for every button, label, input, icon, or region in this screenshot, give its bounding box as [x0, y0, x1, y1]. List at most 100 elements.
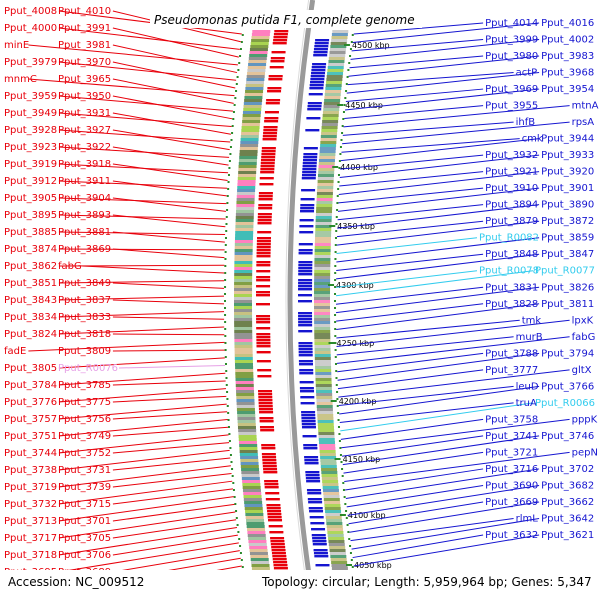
guide-dot — [235, 83, 238, 85]
left-strand-feature — [256, 351, 271, 354]
guide-dot — [336, 195, 339, 197]
left-gene-label: Pput_3732 — [4, 499, 57, 510]
right-connector — [338, 187, 484, 204]
feature-band — [315, 372, 332, 375]
right-gene-label: Pput_4016 — [541, 18, 594, 29]
left-gene-label: Pput_3738 — [4, 465, 57, 476]
feature-band — [319, 450, 336, 453]
right-connector — [350, 39, 540, 60]
guide-dot — [239, 545, 242, 547]
genome-backbone — [285, 0, 316, 600]
feature-band — [316, 192, 333, 195]
feature-band — [243, 105, 262, 108]
right-strand-feature — [308, 501, 323, 504]
feature-band — [316, 399, 333, 402]
feature-band — [241, 477, 260, 480]
right-connector — [350, 517, 514, 542]
feature-band — [234, 282, 253, 285]
right-connector — [351, 517, 540, 550]
guide-dot — [334, 342, 337, 344]
feature-band — [242, 117, 261, 120]
guide-dot — [334, 356, 337, 358]
guide-dot — [347, 69, 350, 71]
right-strand-feature — [314, 42, 329, 45]
right-gene-label: Pput_3632 — [485, 530, 538, 541]
guide-dot — [231, 475, 234, 477]
left-strand-feature — [257, 231, 272, 234]
feature-band — [234, 291, 253, 294]
feature-band — [234, 333, 253, 336]
left-connector — [112, 411, 228, 420]
feature-band — [251, 36, 270, 39]
feature-band — [324, 507, 341, 510]
feature-band — [328, 537, 345, 540]
feature-band — [318, 435, 335, 438]
left-strand-feature — [256, 249, 271, 252]
guide-dot — [338, 167, 341, 169]
right-strand-feature — [306, 489, 321, 492]
guide-dot — [224, 251, 227, 253]
feature-band — [236, 399, 255, 402]
left-gene-label: Pput_3923 — [4, 142, 57, 153]
feature-band — [314, 291, 331, 294]
feature-band — [317, 414, 334, 417]
feature-band — [234, 300, 252, 303]
right-strand-feature — [305, 471, 320, 474]
feature-band — [314, 246, 331, 249]
right-gene-label: Pput_3955 — [485, 101, 538, 112]
left-strand-feature — [257, 219, 272, 222]
feature-band — [325, 513, 342, 516]
guide-dot — [229, 153, 232, 155]
feature-band — [316, 405, 333, 408]
guide-dot — [224, 244, 227, 246]
left-strand-feature — [264, 120, 279, 123]
feature-band — [315, 231, 332, 234]
feature-band — [318, 165, 335, 168]
right-connector — [353, 534, 540, 567]
right-gene-label: Pput_3859 — [541, 233, 594, 244]
feature-band — [315, 369, 332, 372]
feature-band — [238, 429, 257, 432]
feature-band — [243, 495, 262, 498]
left-connector — [112, 426, 229, 437]
right-connector — [335, 286, 540, 314]
feature-band — [234, 360, 253, 363]
left-gene-label: Pput_3869 — [58, 244, 111, 255]
guide-dot — [336, 202, 339, 204]
feature-band — [324, 504, 341, 507]
feature-band — [239, 450, 258, 453]
guide-dot — [227, 426, 230, 428]
feature-band — [237, 423, 256, 426]
feature-band — [234, 336, 253, 339]
right-strand-feature — [312, 63, 327, 66]
feature-band — [314, 300, 330, 303]
left-gene-label: Pput_3970 — [58, 57, 111, 68]
guide-dot — [338, 440, 341, 442]
feature-band — [320, 141, 337, 144]
left-strand-feature — [256, 327, 271, 330]
right-gene-label: rlmL — [516, 513, 539, 524]
guide-dot — [224, 342, 227, 344]
left-connector — [58, 496, 234, 522]
guide-dot — [235, 517, 238, 519]
right-gene-label: Pput_3682 — [541, 480, 594, 491]
feature-band — [314, 357, 331, 360]
feature-band — [234, 276, 253, 279]
feature-band — [249, 546, 268, 549]
right-gene-label: Pput_3831 — [485, 282, 538, 293]
right-strand-feature — [310, 78, 325, 81]
right-connector — [353, 22, 484, 35]
kbp-label: 4200 kbp — [339, 397, 377, 406]
left-gene-label: Pput_3904 — [58, 193, 111, 204]
left-connector — [58, 449, 230, 471]
left-connector — [58, 280, 225, 284]
left-connector — [112, 197, 227, 212]
left-strand-feature — [271, 546, 286, 549]
feature-band — [237, 177, 256, 180]
guide-dot — [240, 41, 243, 43]
guide-dot — [334, 363, 337, 365]
right-gene-label: Pput_3788 — [485, 348, 538, 359]
right-strand-feature — [306, 117, 321, 120]
left-connector — [58, 403, 227, 420]
feature-band — [239, 444, 258, 447]
